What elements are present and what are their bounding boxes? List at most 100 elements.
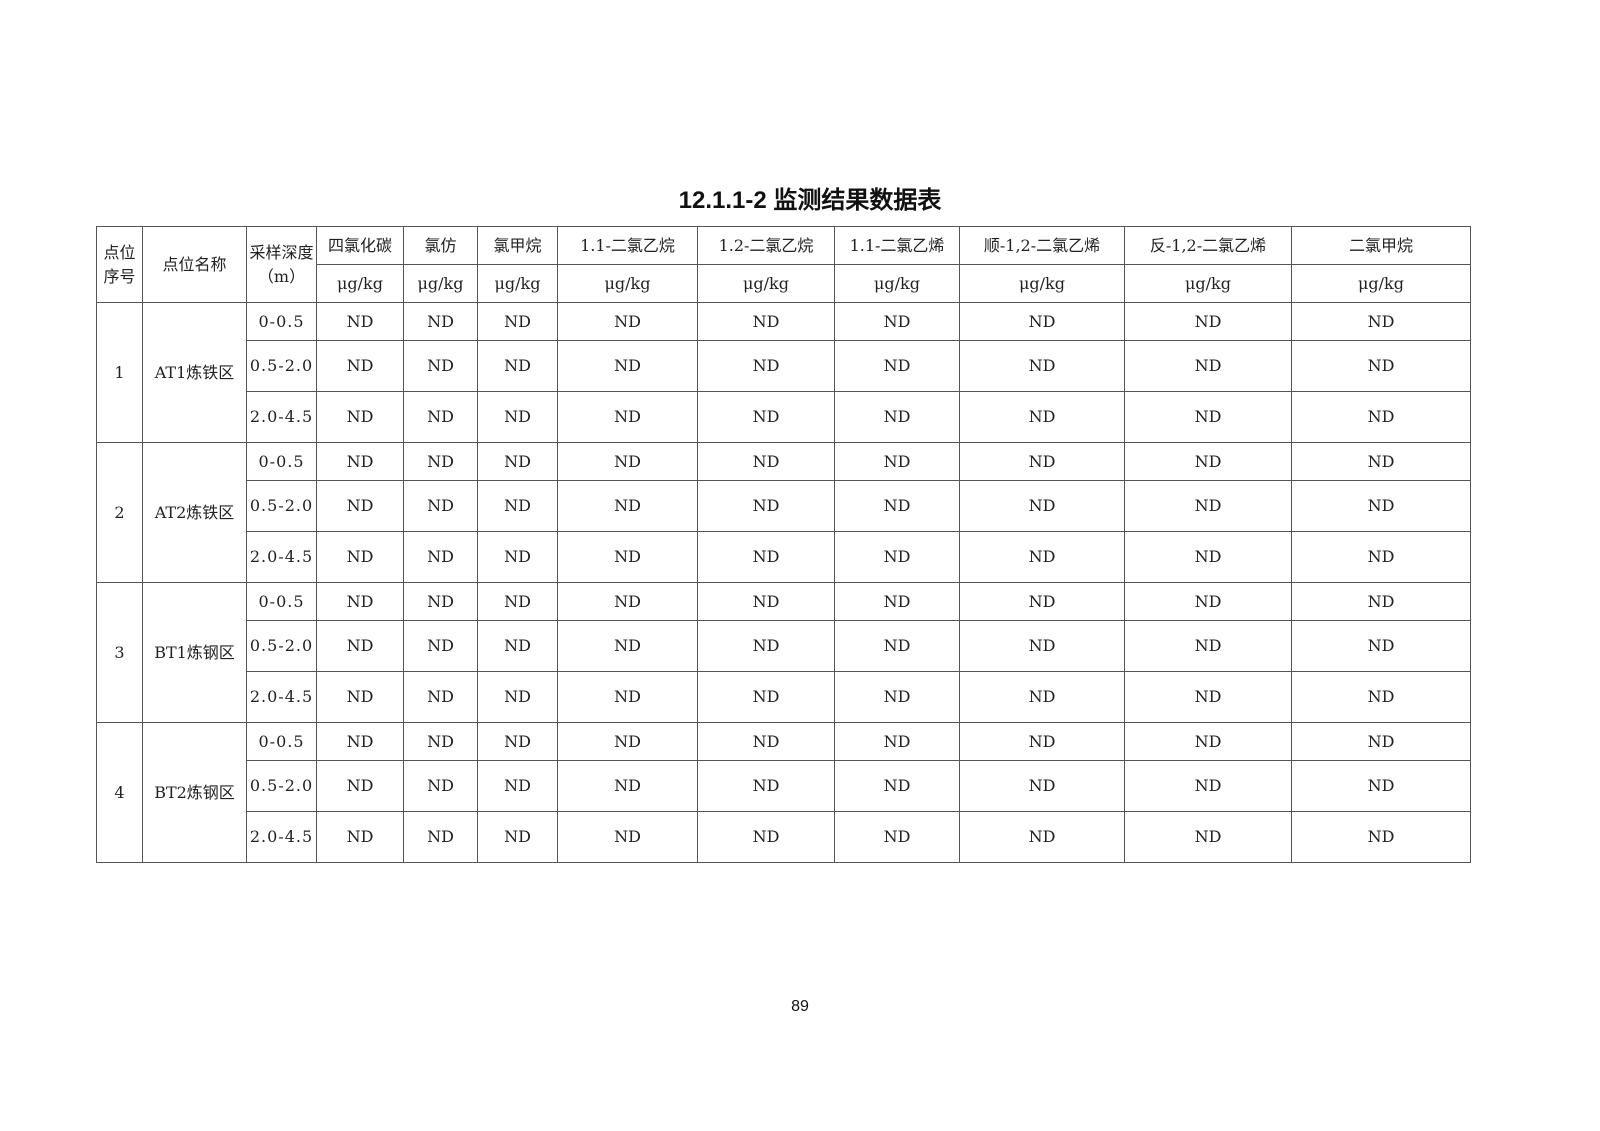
result-cell: ND <box>959 671 1125 723</box>
sample-depth: 0-0.5 <box>246 442 317 481</box>
result-cell: ND <box>1291 531 1471 583</box>
sample-depth: 2.0-4.5 <box>246 671 317 723</box>
result-cell: ND <box>697 620 835 672</box>
result-cell: ND <box>1291 620 1471 672</box>
result-cell: ND <box>477 620 558 672</box>
result-cell: ND <box>1124 531 1292 583</box>
result-cell: ND <box>1291 442 1471 481</box>
header-unit: μg/kg <box>1124 264 1292 303</box>
result-cell: ND <box>316 531 404 583</box>
table-row: 0.5-2.0 ND ND ND ND ND ND ND ND ND <box>97 620 1471 672</box>
result-cell: ND <box>477 671 558 723</box>
header-analyte: 1.1-二氯乙烯 <box>834 226 960 265</box>
result-cell: ND <box>403 480 478 532</box>
result-cell: ND <box>477 760 558 812</box>
result-cell: ND <box>834 391 960 443</box>
result-cell: ND <box>477 582 558 621</box>
header-depth: 采样深度（m） <box>246 226 317 303</box>
result-cell: ND <box>557 480 698 532</box>
result-cell: ND <box>403 760 478 812</box>
sample-index: 3 <box>96 582 143 723</box>
sample-depth: 0.5-2.0 <box>246 340 317 392</box>
result-cell: ND <box>557 582 698 621</box>
result-cell: ND <box>834 302 960 341</box>
header-index: 点位序号 <box>96 226 143 303</box>
header-analyte: 顺-1,2-二氯乙烯 <box>959 226 1125 265</box>
result-cell: ND <box>316 582 404 621</box>
result-cell: ND <box>403 722 478 761</box>
table-row: 2 AT2炼铁区 0-0.5 ND ND ND ND ND ND ND ND ND <box>96 442 1471 583</box>
result-cell: ND <box>959 442 1125 481</box>
result-cell: ND <box>1291 302 1471 341</box>
result-cell: ND <box>1291 671 1471 723</box>
header-row: 点位序号 点位名称 采样深度（m） 四氯化碳 氯仿 氯甲烷 1.1-二氯乙烷 1.2-二… <box>96 226 1471 303</box>
result-cell: ND <box>1124 722 1292 761</box>
result-cell: ND <box>1124 340 1292 392</box>
result-cell: ND <box>316 340 404 392</box>
result-cell: ND <box>959 582 1125 621</box>
result-cell: ND <box>1124 391 1292 443</box>
header-analyte: 氯甲烷 <box>477 226 558 265</box>
result-cell: ND <box>557 391 698 443</box>
sample-depth: 0.5-2.0 <box>246 620 317 672</box>
result-cell: ND <box>834 442 960 481</box>
units-row: μg/kg μg/kg μg/kg μg/kg μg/kg μg/kg μg/kg μg/kg… <box>97 264 1471 303</box>
header-unit: μg/kg <box>316 264 404 303</box>
table-row: 1 AT1炼铁区 0-0.5 ND ND ND ND ND ND ND ND ND <box>96 302 1471 443</box>
header-analyte: 1.2-二氯乙烷 <box>697 226 835 265</box>
result-cell: ND <box>1291 391 1471 443</box>
sample-depth: 0-0.5 <box>246 582 317 621</box>
page-number: 89 <box>791 998 809 1015</box>
result-cell: ND <box>403 811 478 863</box>
result-cell: ND <box>403 671 478 723</box>
result-cell: ND <box>1124 480 1292 532</box>
header-unit: μg/kg <box>834 264 960 303</box>
result-cell: ND <box>316 302 404 341</box>
result-cell: ND <box>557 671 698 723</box>
result-cell: ND <box>1291 722 1471 761</box>
result-cell: ND <box>477 531 558 583</box>
table-row: 4 BT2炼钢区 0-0.5 ND ND ND ND ND ND ND ND ND <box>96 722 1471 863</box>
result-cell: ND <box>697 442 835 481</box>
result-cell: ND <box>834 480 960 532</box>
result-cell: ND <box>959 620 1125 672</box>
sample-index: 2 <box>96 442 143 583</box>
result-cell: ND <box>1291 340 1471 392</box>
result-cell: ND <box>403 391 478 443</box>
result-cell: ND <box>1291 480 1471 532</box>
result-cell: ND <box>557 811 698 863</box>
sample-name: BT1炼钢区 <box>142 582 247 723</box>
result-cell: ND <box>557 302 698 341</box>
result-cell: ND <box>834 671 960 723</box>
table-row: 0.5-2.0 ND ND ND ND ND ND ND ND ND <box>97 340 1471 392</box>
header-unit: μg/kg <box>959 264 1125 303</box>
header-unit: μg/kg <box>697 264 835 303</box>
result-cell: ND <box>697 531 835 583</box>
header-name: 点位名称 <box>142 226 247 303</box>
result-cell: ND <box>1124 620 1292 672</box>
sample-name: AT2炼铁区 <box>142 442 247 583</box>
result-cell: ND <box>1124 671 1292 723</box>
monitoring-results-table: 点位序号 点位名称 采样深度（m） 四氯化碳 氯仿 氯甲烷 1.1-二氯乙烷 1.2-二… <box>96 226 1471 863</box>
sample-depth: 0.5-2.0 <box>246 480 317 532</box>
result-cell: ND <box>477 480 558 532</box>
header-analyte: 氯仿 <box>403 226 478 265</box>
header-analyte: 反-1,2-二氯乙烯 <box>1124 226 1292 265</box>
sample-depth: 2.0-4.5 <box>246 811 317 863</box>
result-cell: ND <box>834 582 960 621</box>
result-cell: ND <box>834 811 960 863</box>
result-cell: ND <box>477 340 558 392</box>
result-cell: ND <box>834 760 960 812</box>
table-row: 2.0-4.5 ND ND ND ND ND ND ND ND ND <box>97 531 1471 583</box>
header-unit: μg/kg <box>557 264 698 303</box>
result-cell: ND <box>697 760 835 812</box>
result-cell: ND <box>834 620 960 672</box>
table-row: 3 BT1炼钢区 0-0.5 ND ND ND ND ND ND ND ND ND <box>96 582 1471 723</box>
result-cell: ND <box>834 722 960 761</box>
result-cell: ND <box>1291 582 1471 621</box>
header-unit: μg/kg <box>1291 264 1471 303</box>
result-cell: ND <box>403 582 478 621</box>
result-cell: ND <box>1291 811 1471 863</box>
result-cell: ND <box>959 480 1125 532</box>
result-cell: ND <box>697 811 835 863</box>
